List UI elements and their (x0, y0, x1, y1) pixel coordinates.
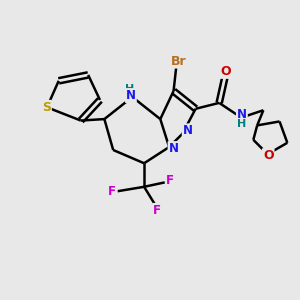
Text: O: O (220, 65, 231, 78)
Text: Br: Br (171, 55, 187, 68)
Text: N: N (237, 108, 247, 121)
Text: N: N (169, 142, 178, 155)
Text: F: F (108, 185, 116, 198)
Text: O: O (263, 149, 274, 162)
Text: F: F (166, 174, 174, 188)
Text: H: H (237, 119, 247, 129)
Text: N: N (183, 124, 193, 137)
Text: N: N (126, 89, 136, 102)
Text: S: S (42, 101, 51, 114)
Text: H: H (125, 84, 135, 94)
Text: F: F (153, 204, 161, 217)
